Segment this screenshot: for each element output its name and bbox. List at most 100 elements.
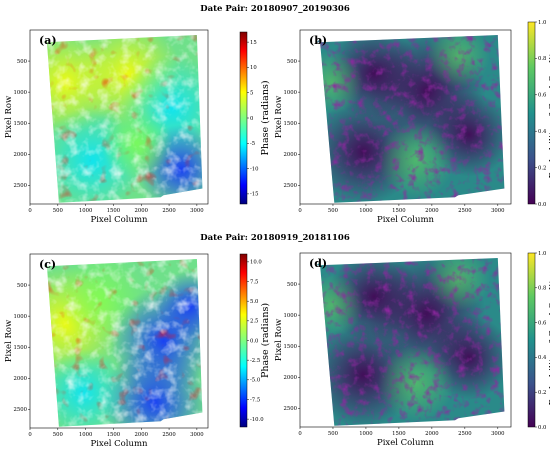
y-tick-label: 500 bbox=[287, 59, 298, 65]
x-tick-label: 0 bbox=[298, 208, 302, 214]
axes-frame bbox=[29, 253, 209, 429]
x-tick-label: 0 bbox=[28, 208, 32, 214]
y-tick-label: 2500 bbox=[284, 183, 298, 189]
colorbar-tick-label: 0.8 bbox=[538, 56, 547, 62]
x-tick-label: 2000 bbox=[135, 432, 149, 438]
colorbar-tick-label: 2.5 bbox=[250, 319, 258, 325]
colorbar-tick-label: -7.5 bbox=[250, 397, 260, 403]
colorbar-tick-label: -2.5 bbox=[250, 358, 260, 364]
swath-texture bbox=[316, 258, 505, 426]
y-tick-label: 1000 bbox=[14, 90, 28, 96]
x-tick-label: 500 bbox=[53, 208, 64, 214]
y-tick-label: 2500 bbox=[284, 406, 298, 412]
x-tick-label: 2500 bbox=[458, 208, 472, 214]
y-tick-label: 1000 bbox=[284, 313, 298, 319]
colorbar-tick-label: 1.0 bbox=[538, 251, 547, 257]
x-axis-label: Pixel Column bbox=[90, 439, 148, 449]
colorbar-tick-label: 0.0 bbox=[250, 338, 259, 344]
y-tick-label: 2000 bbox=[284, 152, 298, 158]
image-swath bbox=[316, 35, 505, 203]
colorbar-tick-label: 0.4 bbox=[538, 355, 547, 361]
x-tick-label: 500 bbox=[328, 431, 339, 437]
x-tick-label: 500 bbox=[328, 208, 339, 214]
colorbar-tick-label: 5 bbox=[250, 91, 253, 97]
colorbar-tick-label: 15 bbox=[250, 40, 257, 46]
y-tick-label: 2000 bbox=[14, 152, 28, 158]
y-tick-label: 1500 bbox=[14, 121, 28, 127]
colorbar-tick-label: 0.6 bbox=[538, 320, 547, 326]
panel-label: (b) bbox=[309, 34, 327, 47]
swath-texture bbox=[316, 35, 505, 203]
x-tick-label: 3000 bbox=[491, 208, 505, 214]
x-tick-label: 2500 bbox=[458, 431, 472, 437]
swath-texture bbox=[43, 35, 203, 203]
swath-texture bbox=[43, 259, 203, 427]
x-axis-label: Pixel Column bbox=[377, 215, 435, 225]
y-tick-label: 2500 bbox=[14, 183, 28, 189]
colorbar-label: Probability of Good Quality bbox=[548, 274, 550, 406]
y-tick-label: 1500 bbox=[284, 121, 298, 127]
panel-label: (c) bbox=[39, 258, 56, 271]
colorbar-tick-label: 10.0 bbox=[250, 260, 262, 266]
y-axis-label: Pixel Row bbox=[4, 95, 14, 138]
x-tick-label: 2500 bbox=[162, 432, 176, 438]
y-tick-label: 1500 bbox=[284, 344, 298, 350]
x-tick-label: 3000 bbox=[190, 208, 204, 214]
y-tick-label: 2000 bbox=[14, 376, 28, 382]
x-tick-label: 2000 bbox=[135, 208, 149, 214]
colorbar bbox=[239, 253, 248, 428]
x-axis-label: Pixel Column bbox=[90, 215, 148, 225]
colorbar-label: Phase (radians) bbox=[260, 303, 271, 378]
y-tick-label: 1000 bbox=[14, 314, 28, 320]
colorbar-tick-label: 0.8 bbox=[538, 286, 547, 292]
x-tick-label: 2000 bbox=[425, 208, 439, 214]
colorbar-tick-label: 0.2 bbox=[538, 390, 546, 396]
colorbar-tick-label: 1.0 bbox=[538, 20, 547, 26]
x-tick-label: 1000 bbox=[79, 432, 93, 438]
x-tick-label: 3000 bbox=[190, 432, 204, 438]
colorbar-label: Phase (radians) bbox=[260, 80, 271, 155]
panel-label: (d) bbox=[309, 257, 327, 270]
panel-c: Date Pair: 20180919_20181106 0 500 1000 1500… bbox=[4, 233, 350, 449]
colorbar-tick-label: 0 bbox=[250, 116, 254, 122]
x-tick-label: 0 bbox=[298, 431, 302, 437]
colorbar-label: Probability of Good Quality bbox=[548, 47, 550, 179]
image-swath bbox=[316, 258, 505, 426]
panel-d: 0 500 1000 1500 2000 2500 3000 500 1000 1500 2000 2… bbox=[274, 251, 550, 448]
x-tick-label: 1500 bbox=[392, 431, 406, 437]
y-tick-label: 500 bbox=[17, 59, 28, 65]
colorbar-tick-label: -10 bbox=[250, 166, 259, 172]
y-axis-label: Pixel Row bbox=[4, 319, 14, 362]
colorbar bbox=[239, 31, 248, 205]
y-axis-label: Pixel Row bbox=[274, 318, 284, 361]
axes-frame bbox=[299, 252, 512, 428]
x-tick-label: 3000 bbox=[491, 431, 505, 437]
axes-frame bbox=[299, 29, 512, 205]
colorbar-tick-label: 5.0 bbox=[250, 299, 259, 305]
colorbar-tick-label: 0.6 bbox=[538, 93, 547, 99]
colorbar bbox=[527, 21, 536, 205]
panel-b: 0 500 1000 1500 2000 2500 3000 500 1000 1500 2000 2… bbox=[274, 20, 550, 225]
x-tick-label: 1000 bbox=[79, 208, 93, 214]
x-tick-label: 2000 bbox=[425, 431, 439, 437]
axes-frame bbox=[29, 29, 209, 205]
y-tick-label: 1500 bbox=[14, 345, 28, 351]
colorbar-tick-label: -15 bbox=[250, 192, 259, 198]
x-axis-label: Pixel Column bbox=[377, 438, 435, 448]
colorbar-tick-label: -5.0 bbox=[250, 378, 261, 384]
image-swath bbox=[43, 259, 203, 427]
x-tick-label: 1000 bbox=[359, 431, 373, 437]
colorbar-tick-label: 7.5 bbox=[250, 279, 258, 285]
y-tick-label: 2000 bbox=[284, 375, 298, 381]
y-tick-label: 500 bbox=[287, 282, 298, 288]
image-swath bbox=[43, 35, 203, 203]
colorbar bbox=[527, 252, 536, 428]
y-tick-label: 1000 bbox=[284, 90, 298, 96]
x-tick-label: 1500 bbox=[392, 208, 406, 214]
colorbar-tick-label: 0.0 bbox=[538, 425, 547, 431]
colorbar-tick-label: 0.0 bbox=[538, 202, 547, 208]
y-tick-label: 500 bbox=[17, 283, 28, 289]
colorbar-tick-label: 0.4 bbox=[538, 129, 547, 135]
